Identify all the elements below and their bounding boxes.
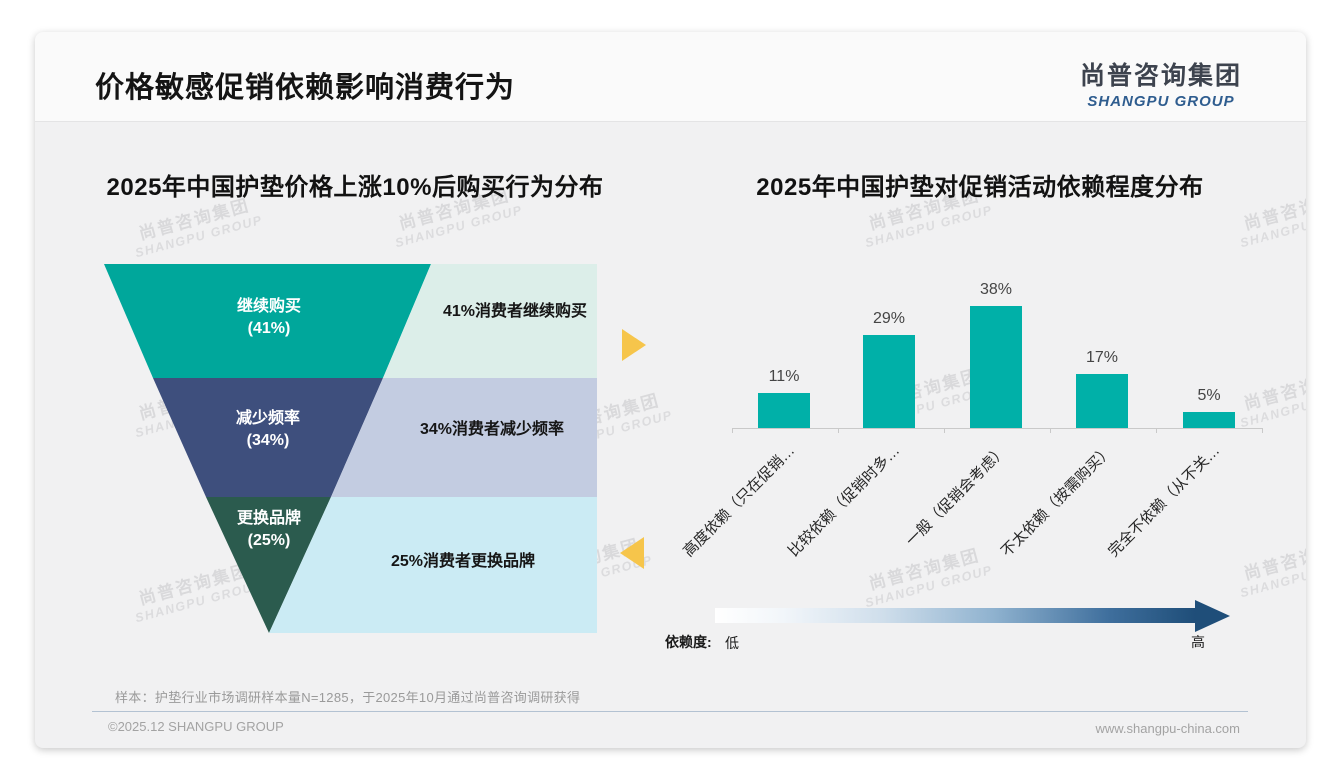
slide-card: 尚普咨询集团 SHANGPU GROUP 尚普咨询集团 SHANGPU GROUP 尚普… [35,32,1306,748]
funnel-segment-2 [153,378,383,497]
funnel-segment-1-pct: (41%) [247,320,291,337]
footer-website: www.shangpu-china.com [1095,721,1240,736]
funnel-panel-2 [331,378,597,497]
dependence-high-label: 高 [1191,634,1205,650]
bar-1-value: 11% [768,367,800,385]
bar-4 [1076,373,1128,428]
axis-tick [1050,428,1051,433]
axis-tick [1156,428,1157,433]
category-label-5: 完全不依赖（从不关… [1105,442,1224,561]
company-logo: 尚普咨询集团 SHANGPU GROUP [1080,56,1242,110]
footer-copyright: ©2025.12 SHANGPU GROUP [108,719,284,734]
funnel-segment-2-name: 减少频率 [235,410,300,427]
bar-3 [970,306,1022,428]
category-label-1: 高度依赖（只在促销… [680,442,799,561]
arrow-left-icon [620,537,644,569]
sample-note: 样本：护垫行业市场调研样本量N=1285，于2025年10月通过尚普咨询调研获得 [115,690,581,705]
bar-chart-title: 2025年中国护垫对促销活动依赖程度分布 [756,174,1204,201]
dependence-gradient-arrowhead-icon [1195,600,1230,632]
axis-tick [732,428,733,433]
funnel-chart [104,264,597,633]
x-axis-line [732,428,1262,429]
funnel-segment-1-label: 继续购买 (41%) [189,296,349,340]
funnel-segment-1-name: 继续购买 [236,298,301,315]
funnel-panel-3 [269,497,597,633]
category-label-3: 一般（促销会考虑） [902,442,1011,550]
funnel-annotation-3: 25%消费者更换品牌 [390,553,536,570]
dependence-low-label: 低 [725,635,739,651]
axis-tick [944,428,945,433]
bar-3-value: 38% [979,281,1013,299]
funnel-segment-2-pct: (34%) [246,432,290,449]
category-label-2: 比较依赖（促销时多… [785,442,904,561]
bar-5-value: 5% [1197,387,1221,404]
bar-2-value: 29% [872,310,906,328]
funnel-segment-2-label: 减少频率 (34%) [188,408,348,452]
axis-tick [838,428,839,433]
funnel-annotation-1: 41%消费者继续购买 [442,303,588,320]
funnel-segment-1 [104,264,431,378]
funnel-segment-3 [206,497,331,633]
category-label-4: 不太依赖（按需购买） [998,442,1117,561]
funnel-chart-title: 2025年中国护垫价格上涨10%后购买行为分布 [106,174,604,201]
header-band: 价格敏感促销依赖影响消费行为 尚普咨询集团 SHANGPU GROUP [35,32,1306,122]
funnel-segment-3-label: 更换品牌 (25%) [189,508,349,552]
axis-tick [1262,428,1263,433]
logo-chinese-name: 尚普咨询集团 [1079,62,1242,90]
logo-english-name: SHANGPU GROUP [1087,93,1235,110]
arrow-right-icon [622,329,646,361]
funnel-annotation-2: 34%消费者减少频率 [419,421,565,438]
bar-1 [758,392,810,428]
funnel-segment-3-name: 更换品牌 [236,510,301,527]
dependence-legend-label: 依赖度: [665,634,712,650]
footer-divider [92,711,1248,712]
funnel-segment-3-pct: (25%) [247,532,291,549]
page-title: 价格敏感促销依赖影响消费行为 [95,72,516,104]
funnel-panel-1 [383,264,597,378]
bar-2 [863,335,915,428]
bar-4-value: 17% [1085,348,1119,366]
bar-5 [1183,412,1235,428]
dependence-gradient-arrow [715,608,1195,623]
